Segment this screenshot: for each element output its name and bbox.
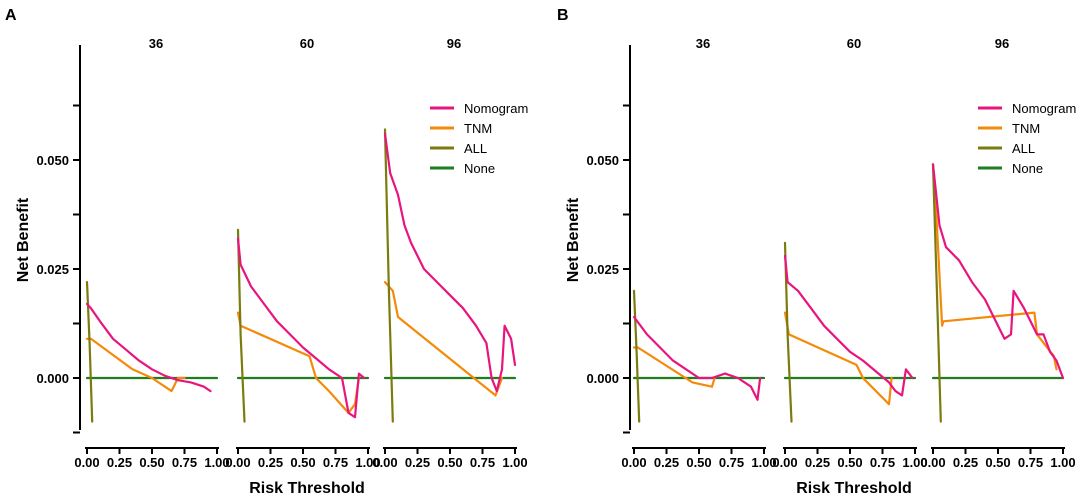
series-line-nomogram — [85, 302, 212, 393]
x-tick-label: 0.75 — [719, 455, 744, 470]
x-tick-label: 0.25 — [654, 455, 679, 470]
x-tick-label: 1.00 — [902, 455, 927, 470]
x-tick-label: 0.75 — [323, 455, 348, 470]
series-line-nomogram — [783, 254, 914, 397]
x-tick-label: 0.00 — [772, 455, 797, 470]
legend-label-nomogram: Nomogram — [1012, 101, 1076, 116]
x-tick-label: 0.50 — [985, 455, 1010, 470]
facet-60: 60 0.00 0.25 0.50 0.75 1.00 — [225, 36, 380, 470]
y-axis-title: Net Benefit — [15, 197, 32, 282]
x-tick-label: 0.00 — [74, 455, 99, 470]
x-tick-label: 0.50 — [437, 455, 462, 470]
y-tick-label: 0.025 — [36, 262, 69, 277]
x-tick-label: 0.50 — [837, 455, 862, 470]
x-tick-label: 0.25 — [258, 455, 283, 470]
facet-title: 60 — [300, 36, 314, 51]
x-tick-label: 0.75 — [470, 455, 495, 470]
x-tick-label: 0.50 — [139, 455, 164, 470]
series-line-nomogram — [931, 163, 1065, 380]
series-line-tnm — [236, 311, 360, 414]
x-tick-label: 0.25 — [405, 455, 430, 470]
facet-36: 36 0.00 0.25 0.50 0.75 1.00 — [74, 36, 229, 470]
x-tick-label: 0.00 — [372, 455, 397, 470]
series-line-all — [931, 163, 942, 423]
panel-B: B 0.000 0.025 0.050 Net Benefit 36 0.00 0.25 0.5… — [557, 7, 1076, 497]
x-tick-label: 0.75 — [1018, 455, 1043, 470]
x-tick-label: 0.25 — [805, 455, 830, 470]
legend-label-all: ALL — [1012, 141, 1035, 156]
y-tick-label: 0.000 — [36, 371, 69, 386]
legend-label-tnm: TNM — [1012, 121, 1040, 136]
facet-title: 36 — [149, 36, 163, 51]
x-tick-label: 1.00 — [751, 455, 776, 470]
y-tick-label: 0.050 — [586, 153, 619, 168]
legend-label-all: ALL — [464, 141, 487, 156]
x-tick-label: 0.25 — [107, 455, 132, 470]
panel-A: A 0.000 0.025 0.050 Net Benefit 36 0.00 0.25 0.5… — [5, 7, 528, 497]
series-line-tnm — [85, 337, 186, 393]
facet-96: 96 0.00 0.25 0.50 0.75 1.00 — [372, 36, 527, 470]
legend: Nomogram TNM ALL None — [430, 101, 528, 176]
x-tick-label: 1.00 — [502, 455, 527, 470]
facet-title: 96 — [447, 36, 461, 51]
legend-label-none: None — [464, 161, 495, 176]
x-tick-label: 0.00 — [621, 455, 646, 470]
y-axis-title: Net Benefit — [565, 197, 582, 282]
x-tick-label: 0.25 — [953, 455, 978, 470]
x-tick-label: 1.00 — [204, 455, 229, 470]
y-tick-label: 0.000 — [586, 371, 619, 386]
x-tick-label: 1.00 — [1050, 455, 1075, 470]
series-line-tnm — [931, 163, 1058, 371]
series-line-nomogram — [236, 237, 366, 419]
series-line-tnm — [632, 346, 716, 388]
facet-96: 96 0.00 0.25 0.50 0.75 1.00 — [920, 36, 1075, 470]
x-tick-label: 0.00 — [225, 455, 250, 470]
y-tick-label: 0.025 — [586, 262, 619, 277]
series-line-nomogram — [383, 132, 517, 393]
x-tick-label: 0.75 — [870, 455, 895, 470]
panel-letter: B — [557, 7, 569, 24]
x-tick-label: 0.50 — [290, 455, 315, 470]
x-tick-label: 0.75 — [172, 455, 197, 470]
legend-label-tnm: TNM — [464, 121, 492, 136]
x-tick-label: 1.00 — [355, 455, 380, 470]
panel-letter: A — [5, 7, 17, 24]
x-tick-label: 0.00 — [920, 455, 945, 470]
facet-36: 36 0.00 0.25 0.50 0.75 1.00 — [621, 36, 776, 470]
facet-title: 60 — [847, 36, 861, 51]
facet-60: 60 0.00 0.25 0.50 0.75 1.00 — [772, 36, 927, 470]
series-line-all — [85, 281, 94, 423]
series-line-tnm — [783, 311, 893, 406]
legend-label-none: None — [1012, 161, 1043, 176]
series-line-all — [632, 289, 641, 423]
series-line-all — [383, 128, 394, 423]
x-axis-title: Risk Threshold — [249, 480, 365, 497]
x-axis-title: Risk Threshold — [796, 480, 912, 497]
x-tick-label: 0.50 — [686, 455, 711, 470]
legend: Nomogram TNM ALL None — [978, 101, 1076, 176]
facet-title: 36 — [696, 36, 710, 51]
y-tick-label: 0.050 — [36, 153, 69, 168]
legend-label-nomogram: Nomogram — [464, 101, 528, 116]
facet-title: 96 — [995, 36, 1009, 51]
series-line-nomogram — [632, 315, 762, 401]
series-line-all — [236, 228, 246, 423]
